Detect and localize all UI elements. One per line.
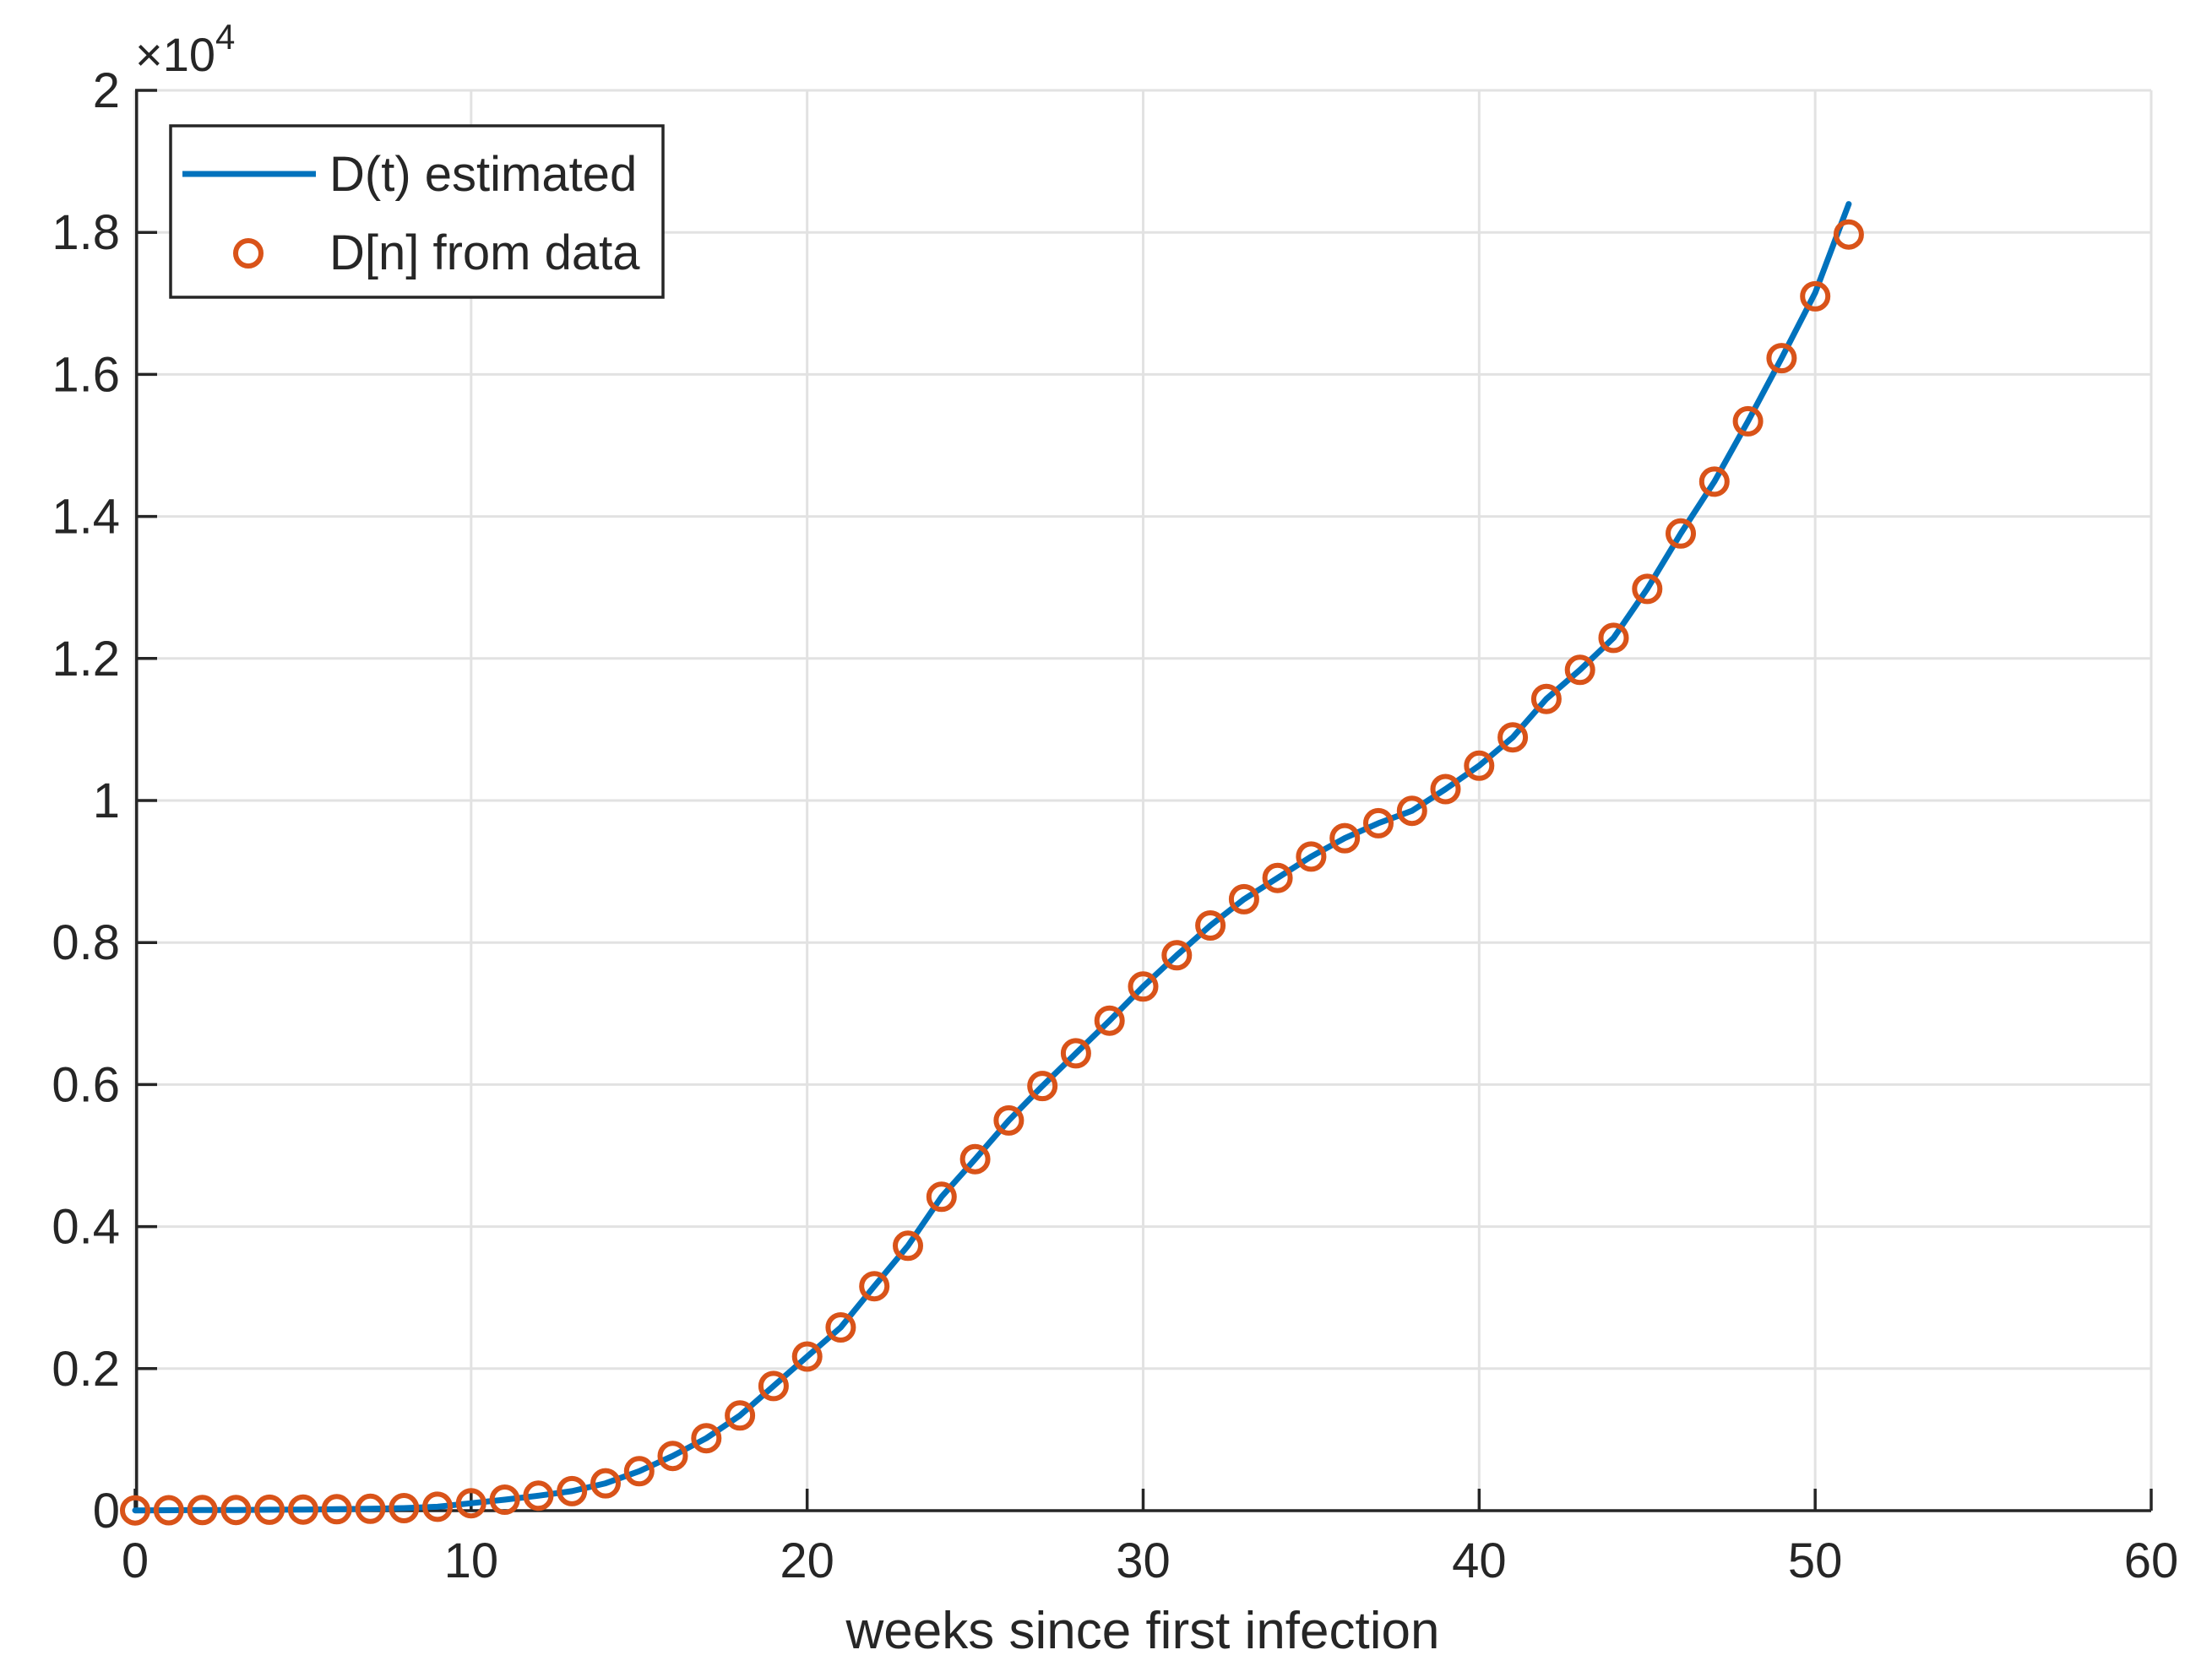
y-tick-label: 0	[93, 1484, 120, 1539]
x-tick-label: 40	[1452, 1533, 1507, 1588]
data-point-marker	[791, 1341, 823, 1372]
data-point-marker	[557, 1475, 588, 1506]
data-point-marker	[355, 1493, 386, 1524]
x-tick-labels: 0 10 20 30 40 50 60	[122, 1533, 2178, 1588]
data-point-marker	[1732, 405, 1764, 437]
data-point-marker	[187, 1495, 218, 1526]
y-tick-label: 1.4	[52, 490, 120, 545]
data-point-marker	[1027, 1071, 1058, 1102]
axes: 0 10 20 30 40 50 60 0 0.2 0.4 0.6 0.8 1 1.2 1.4 1.6 1.8…	[52, 63, 2178, 1588]
x-tick-label: 30	[1116, 1533, 1171, 1588]
y-tick-label: 1.8	[52, 205, 120, 260]
data-point-marker	[691, 1423, 722, 1454]
data-point-marker	[1329, 822, 1361, 854]
data-point-marker	[389, 1493, 420, 1523]
data-point-marker	[1497, 722, 1529, 753]
y-tick-labels: 0 0.2 0.4 0.6 0.8 1 1.2 1.4 1.6 1.8 2	[52, 63, 120, 1539]
data-point-marker	[893, 1230, 923, 1262]
x-tick-label: 20	[780, 1533, 834, 1588]
estimated-curve	[132, 201, 1852, 1514]
data-point-marker	[153, 1495, 184, 1526]
data-point-marker	[993, 1104, 1024, 1136]
data-point-marker	[959, 1143, 991, 1175]
data-point-marker	[1530, 683, 1562, 714]
data-point-marker	[1833, 219, 1864, 250]
legend-box	[169, 124, 665, 299]
y-tick-label: 0.8	[52, 915, 120, 970]
data-point-marker	[1766, 343, 1797, 374]
data-point-marker	[1228, 883, 1259, 914]
data-marker-series	[120, 219, 1864, 1526]
data-point-marker	[489, 1484, 520, 1515]
data-point-marker	[1464, 750, 1495, 781]
data-point-marker	[1632, 573, 1663, 605]
y-tick-label: 0.2	[52, 1342, 120, 1397]
data-point-marker	[321, 1494, 352, 1525]
data-point-marker	[455, 1488, 486, 1519]
data-point-marker	[590, 1468, 621, 1499]
x-tick-label: 50	[1788, 1533, 1843, 1588]
legend-label-estimated: D(t) estimated	[329, 147, 637, 202]
data-point-marker	[657, 1441, 688, 1472]
data-point-marker	[623, 1456, 655, 1487]
legend-label-data: D[n] from data	[329, 225, 640, 280]
data-point-marker	[825, 1312, 856, 1343]
data-point-marker	[220, 1495, 252, 1526]
data-point-marker	[725, 1400, 756, 1431]
data-point-marker	[758, 1370, 789, 1402]
data-point-marker	[1094, 1005, 1125, 1036]
data-point-marker	[1262, 862, 1293, 893]
y-tick-label: 2	[93, 63, 120, 118]
legend: D(t) estimated D[n] from data	[169, 124, 665, 299]
estimated-line-series	[132, 201, 1852, 1514]
data-point-marker	[1195, 910, 1226, 941]
data-point-marker	[1363, 807, 1394, 838]
y-tick-label: 1.6	[52, 347, 120, 402]
data-point-marker	[120, 1495, 150, 1526]
x-tick-label: 10	[444, 1533, 499, 1588]
data-point-marker	[422, 1491, 453, 1522]
x-axis-label: weeks since first infection	[845, 1602, 1440, 1660]
gridlines	[133, 89, 2153, 1512]
data-point-marker	[1161, 940, 1193, 971]
data-point-marker	[1564, 654, 1595, 686]
data-point-marker	[1128, 971, 1159, 1002]
data-point-marker	[287, 1494, 318, 1525]
data-point-marker	[1396, 795, 1427, 827]
data-point-marker	[1698, 466, 1730, 497]
data-point-marker	[1296, 841, 1327, 872]
y-tick-label: 0.4	[52, 1200, 120, 1255]
y-axis-multiplier-label: ×104	[135, 17, 235, 81]
data-point-marker	[1060, 1038, 1091, 1069]
x-tick-label: 60	[2124, 1533, 2179, 1588]
y-tick-label: 0.6	[52, 1057, 120, 1112]
data-point-marker	[1800, 280, 1831, 312]
legend-marker-sample	[233, 238, 264, 269]
data-point-marker	[1666, 518, 1696, 549]
data-point-marker	[523, 1480, 554, 1511]
data-point-marker	[1430, 773, 1461, 805]
x-tick-label: 0	[122, 1533, 149, 1588]
data-point-marker	[926, 1181, 957, 1213]
y-tick-label: 1.2	[52, 632, 120, 687]
y-ticks	[135, 89, 157, 1512]
data-point-marker	[1598, 622, 1629, 654]
data-point-marker	[859, 1271, 890, 1302]
data-point-marker	[254, 1494, 285, 1525]
y-tick-label: 1	[93, 773, 120, 828]
